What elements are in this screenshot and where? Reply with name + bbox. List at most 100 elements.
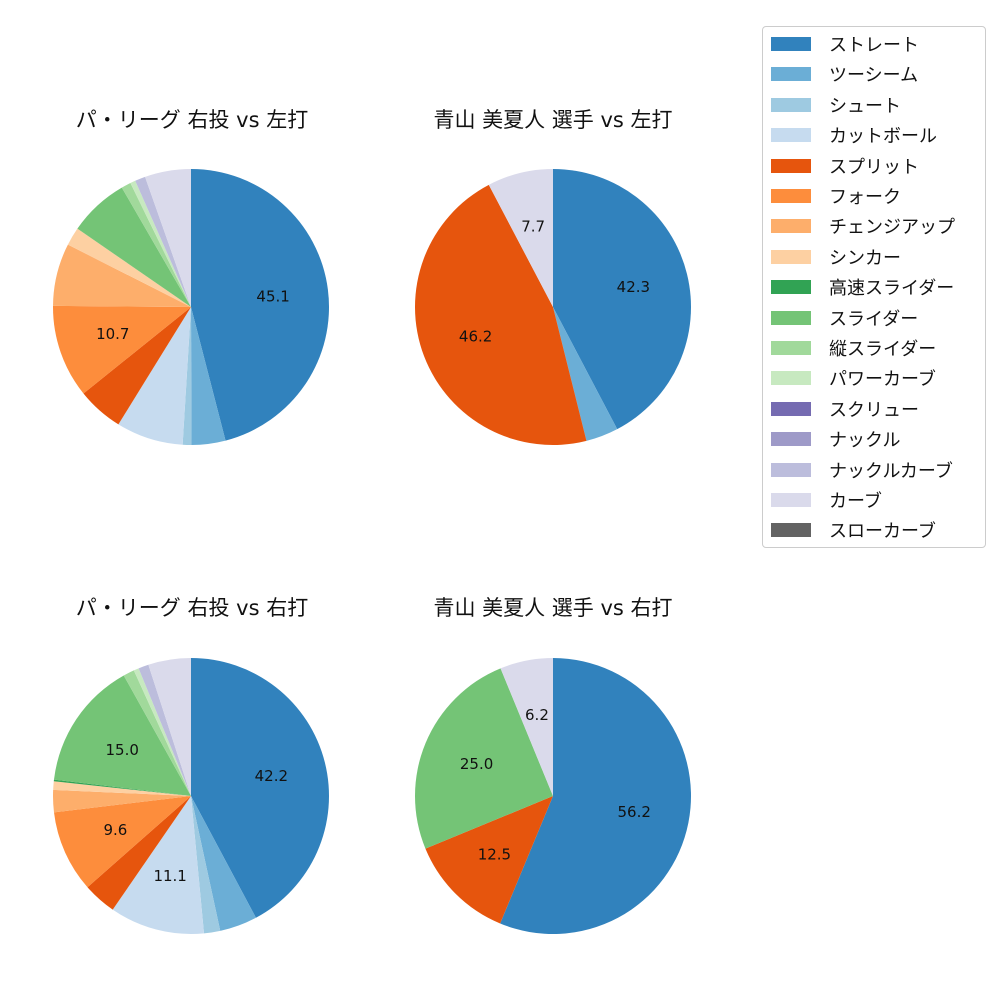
legend-swatch: [771, 67, 811, 82]
legend-swatch: [771, 371, 811, 386]
legend-label: スプリット: [829, 156, 919, 178]
pie-slice: [191, 169, 330, 441]
legend-swatch: [771, 493, 811, 507]
pie-slice: [191, 307, 226, 445]
legend-item: チェンジアップ: [771, 215, 955, 239]
pie-slice: [425, 796, 553, 924]
legend-swatch: [771, 128, 811, 143]
pie-slice: [488, 169, 553, 307]
pie-slice: [67, 228, 191, 307]
pie-slice: [148, 658, 191, 796]
legend-swatch: [771, 432, 811, 447]
legend-label: ツーシーム: [829, 65, 919, 87]
legend-swatch: [771, 523, 811, 538]
slice-label: 9.6: [103, 821, 127, 839]
pie-slice: [53, 796, 191, 888]
slice-label: 42.3: [617, 278, 650, 296]
legend-swatch: [771, 280, 811, 295]
legend-label: 縦スライダー: [829, 339, 937, 360]
legend-label: チェンジアップ: [829, 217, 955, 239]
legend-label: シンカー: [829, 247, 901, 269]
legend-item: シンカー: [771, 246, 901, 269]
legend-label: スクリュー: [829, 399, 919, 421]
pie-slice: [130, 180, 191, 307]
legend-item: ツーシーム: [771, 63, 919, 87]
legend-swatch: [771, 158, 811, 173]
pie-slice: [135, 176, 191, 307]
chart-title: パ・リーグ 右投 vs 右打: [75, 596, 309, 620]
slice-label: 12.5: [478, 846, 511, 864]
pie-slice: [553, 307, 618, 441]
legend-swatch: [771, 310, 811, 325]
slice-label: 15.0: [106, 741, 139, 759]
legend-label: スローカーブ: [829, 521, 936, 543]
chart-title: 青山 美夏人 選手 vs 右打: [433, 596, 673, 620]
pie-slice: [145, 169, 191, 307]
pie-slice: [415, 668, 553, 849]
legend-swatch: [771, 249, 811, 264]
legend-label: スライダー: [829, 308, 919, 330]
slice-label: 45.1: [256, 288, 289, 306]
pie-slice: [182, 307, 192, 445]
pie-slice: [414, 184, 587, 446]
legend-item: ストレート: [771, 33, 919, 56]
legend-item: スローカーブ: [771, 519, 936, 543]
chart-title: 青山 美夏人 選手 vs 左打: [433, 108, 673, 132]
legend-item: ナックル: [771, 428, 901, 452]
pie-slice: [138, 664, 191, 796]
pie-slice: [53, 305, 191, 394]
pie-slice: [133, 668, 191, 796]
chart-title: パ・リーグ 右投 vs 左打: [75, 108, 309, 132]
pie-slice: [191, 796, 221, 934]
legend-swatch: [771, 341, 811, 355]
legend-item: スクリュー: [771, 398, 919, 421]
legend-label: 高速スライダー: [829, 278, 955, 300]
pie-slice: [553, 169, 692, 430]
slice-label: 7.7: [521, 218, 545, 236]
legend-label: フォーク: [829, 187, 901, 208]
legend-label: ナックルカーブ: [829, 460, 953, 482]
pie-slice: [191, 658, 329, 918]
legend-label: カットボール: [829, 126, 937, 148]
pie-slice: [121, 183, 191, 307]
legend-item: パワーカーブ: [771, 367, 936, 390]
pie-slice: [53, 779, 191, 796]
pie-slice: [123, 670, 191, 796]
legend-item: スプリット: [771, 155, 919, 178]
legend-label: シュート: [829, 95, 901, 117]
pie-slice: [53, 244, 191, 307]
pie-slice: [191, 796, 256, 931]
legend-item: カットボール: [771, 124, 937, 148]
legend-item: 高速スライダー: [771, 276, 955, 300]
legend-label: カーブ: [829, 491, 882, 512]
pie-slice: [53, 675, 191, 796]
legend-swatch: [771, 189, 811, 203]
slice-label: 6.2: [525, 706, 549, 724]
slice-label: 10.7: [96, 325, 129, 343]
legend: ストレートツーシームシュートカットボール スプリットフォークチェンジアップ シンカー…: [762, 26, 986, 548]
legend-item: 縦スライダー: [771, 337, 937, 360]
legend-swatch: [771, 462, 811, 477]
pie-slice: [500, 658, 692, 935]
pie-slice: [77, 187, 191, 307]
legend-item: ナックルカーブ: [771, 459, 953, 482]
slice-label: 11.1: [153, 867, 186, 885]
slice-label: 42.2: [255, 767, 288, 785]
legend-item: シュート: [771, 94, 901, 117]
legend-item: スライダー: [771, 307, 919, 330]
legend-label: ストレート: [829, 35, 919, 56]
legend-item: カーブ: [771, 489, 882, 512]
slice-label: 46.2: [459, 328, 492, 346]
legend-swatch: [771, 37, 811, 51]
pie-slice: [118, 307, 191, 445]
legend-swatch: [771, 97, 811, 112]
pie-slice: [500, 658, 553, 796]
legend-swatch: [771, 401, 811, 416]
legend-label: ナックル: [829, 430, 901, 452]
slice-label: 56.2: [618, 803, 651, 821]
slice-label: 25.0: [460, 755, 493, 773]
